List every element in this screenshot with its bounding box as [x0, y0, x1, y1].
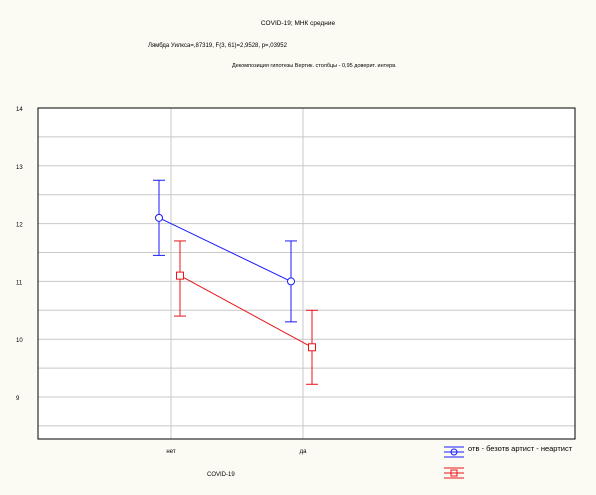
legend-entry-series-2 [444, 467, 464, 479]
y-tick-label: 13 [16, 165, 23, 171]
series-2-point [176, 271, 184, 280]
chart-title: COVID-19; МНК средние [260, 20, 336, 27]
legend-marker-square-icon [450, 469, 458, 477]
x-axis-title: COVID-19 [207, 472, 235, 478]
y-tick-label: 10 [16, 338, 23, 344]
chart-stats-text: Лямбда Уилкса=,87319, F(3, 61)=2,9528, p… [148, 43, 287, 49]
series-1-line [158, 217, 292, 282]
series-1-point [287, 277, 295, 286]
series-2-line [179, 275, 313, 348]
legend-markers [444, 446, 464, 479]
x-tick-label: да [300, 449, 308, 455]
y-tick-label: 9 [16, 396, 20, 402]
y-tick-label: 11 [16, 280, 23, 286]
legend-entry-series-1 [444, 446, 464, 458]
plot-frame [37, 107, 576, 440]
legend: отв - безотв артист - неартист [440, 440, 596, 490]
legend-marker-circle-icon [450, 448, 458, 456]
y-tick-label: 12 [16, 223, 23, 229]
series-1-point [155, 213, 163, 222]
x-tick-label: нет [166, 449, 175, 455]
plot-background [38, 108, 575, 439]
chart-subtitle: Декомпозиция гипотезы Вертик. столбцы - … [232, 63, 397, 69]
series-2-point [308, 343, 316, 352]
legend-label-series-1: отв - безотв артист - неартист [468, 444, 573, 453]
y-tick-label: 14 [16, 107, 23, 113]
